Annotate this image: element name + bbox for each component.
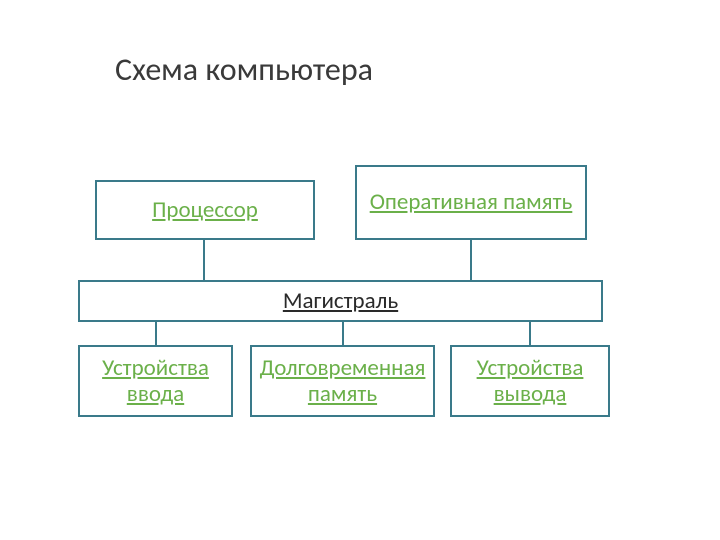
connector-bus-output xyxy=(529,322,531,345)
node-output: Устройства вывода xyxy=(450,345,610,417)
node-ram: Оперативная память xyxy=(355,165,587,240)
node-input: Устройства ввода xyxy=(78,345,233,417)
node-processor-label: Процессор xyxy=(152,197,258,223)
node-storage-label: Долговременная память xyxy=(258,355,427,408)
node-bus-label: Магистраль xyxy=(283,288,398,314)
connector-ram-bus xyxy=(470,240,472,280)
connector-bus-storage xyxy=(342,322,344,345)
node-ram-label: Оперативная память xyxy=(370,189,573,215)
connector-processor-bus xyxy=(203,240,205,280)
node-input-label: Устройства ввода xyxy=(86,355,225,408)
node-processor: Процессор xyxy=(95,180,315,240)
node-bus: Магистраль xyxy=(78,280,603,322)
connector-bus-input xyxy=(155,322,157,345)
page-title: Схема компьютера xyxy=(115,50,373,89)
node-output-label: Устройства вывода xyxy=(458,355,602,408)
node-storage: Долговременная память xyxy=(250,345,435,417)
